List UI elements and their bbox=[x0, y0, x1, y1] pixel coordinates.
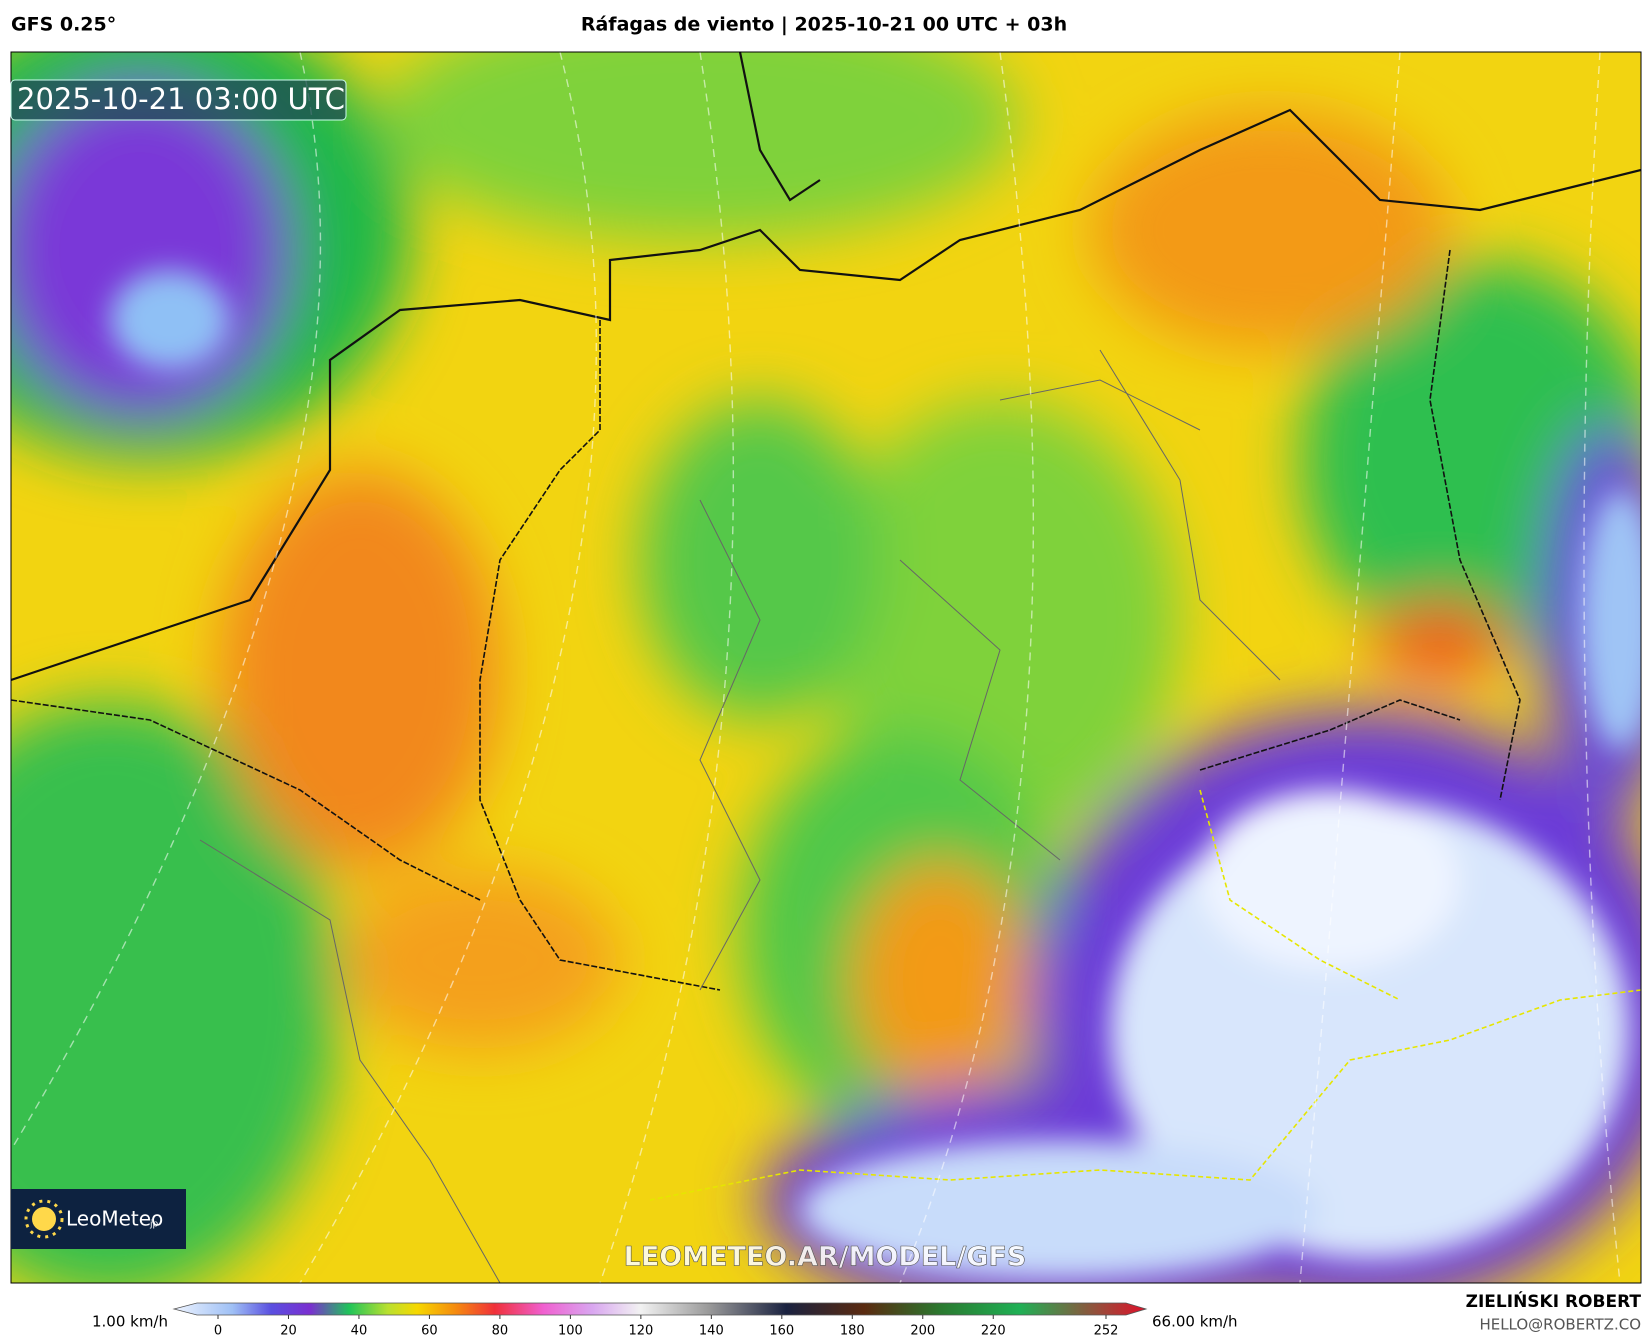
logo-suffix: jp bbox=[149, 1220, 159, 1230]
country-border-alps bbox=[649, 789, 1641, 1201]
country-border bbox=[11, 249, 1521, 991]
map-frame bbox=[10, 51, 1642, 1284]
isobar bbox=[11, 52, 1621, 1283]
logo-sun bbox=[32, 1207, 56, 1231]
region-border bbox=[199, 349, 1281, 1283]
colorbar-tick-label: 0 bbox=[214, 1324, 222, 1339]
colorbar-tick-label: 140 bbox=[699, 1324, 724, 1339]
logo-text: LeoMeteo bbox=[66, 1207, 163, 1231]
chart-title: Ráfagas de viento | 2025-10-21 00 UTC + … bbox=[581, 14, 1067, 36]
timestamp: 2025-10-21 03:00 UTC bbox=[17, 82, 345, 116]
colorbar-ticks: 0 20 40 60 80 100 120 140 160 180 200 220 252 bbox=[214, 1315, 1119, 1339]
colorbar-tick-label: 252 bbox=[1094, 1324, 1119, 1339]
colorbar-tick-label: 200 bbox=[910, 1324, 935, 1339]
colorbar bbox=[172, 1302, 1148, 1316]
coastline bbox=[11, 52, 1641, 682]
colorbar-tick-label: 20 bbox=[280, 1324, 297, 1339]
credit-email: HELLO@ROBERTZ.CO bbox=[1479, 1316, 1641, 1334]
colorbar-tick-label: 60 bbox=[421, 1324, 438, 1339]
colorbar-tick-label: 80 bbox=[492, 1324, 509, 1339]
colorbar-tick-label: 220 bbox=[981, 1324, 1006, 1339]
watermark: LEOMETEO.AR/MODEL/GFS bbox=[624, 1242, 1027, 1273]
model-label: GFS 0.25° bbox=[11, 14, 116, 36]
colorbar-min-label: 1.00 km/h bbox=[92, 1313, 168, 1331]
colorbar-tick-label: 180 bbox=[840, 1324, 865, 1339]
colorbar-tick-label: 120 bbox=[628, 1324, 653, 1339]
colorbar-tick-label: 160 bbox=[769, 1324, 794, 1339]
colorbar-tick-label: 100 bbox=[558, 1324, 583, 1339]
colorbar-tick-label: 40 bbox=[351, 1324, 368, 1339]
timestamp-box bbox=[10, 79, 347, 121]
credit-author: ZIELIŃSKI ROBERT bbox=[1466, 1290, 1642, 1312]
logo-rays bbox=[24, 1199, 64, 1239]
colorbar-max-label: 66.00 km/h bbox=[1152, 1313, 1238, 1331]
